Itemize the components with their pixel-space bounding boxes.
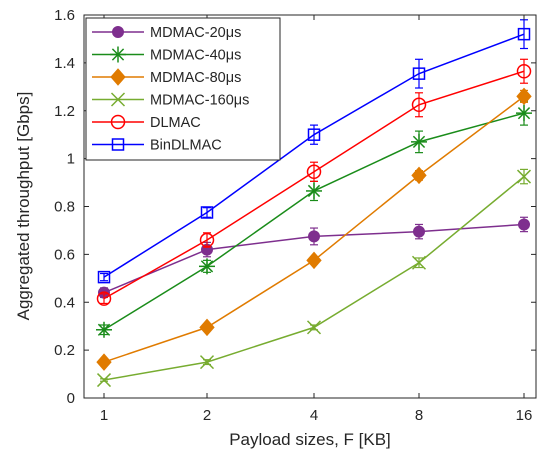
data-point xyxy=(516,87,532,106)
y-tick-label: 0.2 xyxy=(54,342,75,359)
data-point xyxy=(412,67,426,80)
y-tick-label: 0.8 xyxy=(54,199,75,216)
marker-stroke xyxy=(517,107,531,120)
series-group xyxy=(96,19,532,388)
legend-item: DLMAC xyxy=(92,114,201,131)
legend-label: MDMAC-80μs xyxy=(150,70,241,86)
axes-group: 1 2 4 8 16 0 0.2 0.4 0.6 0.8 1 1.2 1.4 1.6 xyxy=(54,7,536,424)
legend-item: MDMAC-160μs xyxy=(92,92,249,109)
legend-label: MDMAC-160μs xyxy=(150,93,249,109)
marker-stroke xyxy=(411,255,427,270)
data-point xyxy=(413,225,425,238)
data-point xyxy=(411,97,427,113)
legend-item: MDMAC-80μs xyxy=(92,68,241,86)
legend-item: BinDLMAC xyxy=(92,138,222,154)
data-point xyxy=(411,255,427,270)
data-point xyxy=(96,321,112,338)
marker-stroke xyxy=(307,184,321,198)
marker-stroke xyxy=(516,169,532,184)
series xyxy=(97,19,531,284)
data-point xyxy=(96,291,112,306)
legend-marker xyxy=(112,26,124,38)
x-tick-label: 1 xyxy=(100,407,108,424)
y-tick-label: 0 xyxy=(67,390,75,407)
data-point xyxy=(411,166,427,185)
y-tick-label: 1.6 xyxy=(54,7,75,24)
legend-marker xyxy=(110,46,126,63)
y-tick-label: 1 xyxy=(67,151,75,168)
legend-marker xyxy=(110,68,126,86)
legend-label: MDMAC-20μs xyxy=(150,25,241,41)
data-point xyxy=(199,318,215,337)
data-point xyxy=(516,169,532,184)
legend-item: MDMAC-20μs xyxy=(92,25,241,41)
legend-marker xyxy=(110,92,126,107)
legend-label: MDMAC-40μs xyxy=(150,48,241,64)
legend: MDMAC-20μs MDMAC-40μs MDMAC-80μs MDMAC-160μ… xyxy=(85,17,281,161)
legend-marker xyxy=(111,138,125,151)
y-axis-label: Aggregated throughput [Gbps] xyxy=(14,92,33,321)
series xyxy=(96,87,532,371)
data-point xyxy=(411,133,427,150)
data-point xyxy=(307,128,321,141)
series xyxy=(96,58,532,306)
data-point xyxy=(96,373,112,388)
data-point xyxy=(518,218,530,231)
data-point xyxy=(97,270,111,284)
data-point xyxy=(306,320,322,335)
marker-stroke xyxy=(306,320,322,335)
data-point xyxy=(306,164,322,180)
data-point xyxy=(306,182,322,199)
x-tick-label: 4 xyxy=(310,407,318,424)
data-point xyxy=(308,230,320,243)
marker-stroke xyxy=(110,92,126,107)
marker-stroke xyxy=(96,373,112,388)
marker-stroke xyxy=(111,48,125,61)
legend-label: BinDLMAC xyxy=(150,138,222,154)
x-axis-label: Payload sizes, F [KB] xyxy=(229,430,391,449)
data-point xyxy=(516,105,532,122)
legend-item: MDMAC-40μs xyxy=(92,46,241,64)
marker-stroke xyxy=(412,135,426,148)
x-tick-label: 8 xyxy=(415,407,423,424)
legend-label: DLMAC xyxy=(150,115,201,131)
data-point xyxy=(516,64,532,79)
series xyxy=(96,100,532,338)
y-tick-label: 1.4 xyxy=(54,55,75,72)
data-point xyxy=(517,27,531,41)
x-tick-label: 2 xyxy=(203,407,211,424)
data-point xyxy=(200,206,214,219)
data-point xyxy=(306,251,322,270)
x-tick-label: 16 xyxy=(516,407,533,424)
data-point xyxy=(96,353,112,371)
marker-stroke xyxy=(199,355,215,370)
marker-stroke xyxy=(200,260,214,273)
series xyxy=(96,168,532,388)
data-point xyxy=(199,355,215,370)
marker-stroke xyxy=(97,323,111,336)
legend-marker xyxy=(110,114,126,130)
y-tick-label: 0.6 xyxy=(54,246,75,263)
data-point xyxy=(199,232,215,248)
legend-box xyxy=(85,17,281,161)
y-tick-label: 0.4 xyxy=(54,294,75,311)
data-point xyxy=(199,258,215,275)
y-tick-label: 1.2 xyxy=(54,103,75,120)
